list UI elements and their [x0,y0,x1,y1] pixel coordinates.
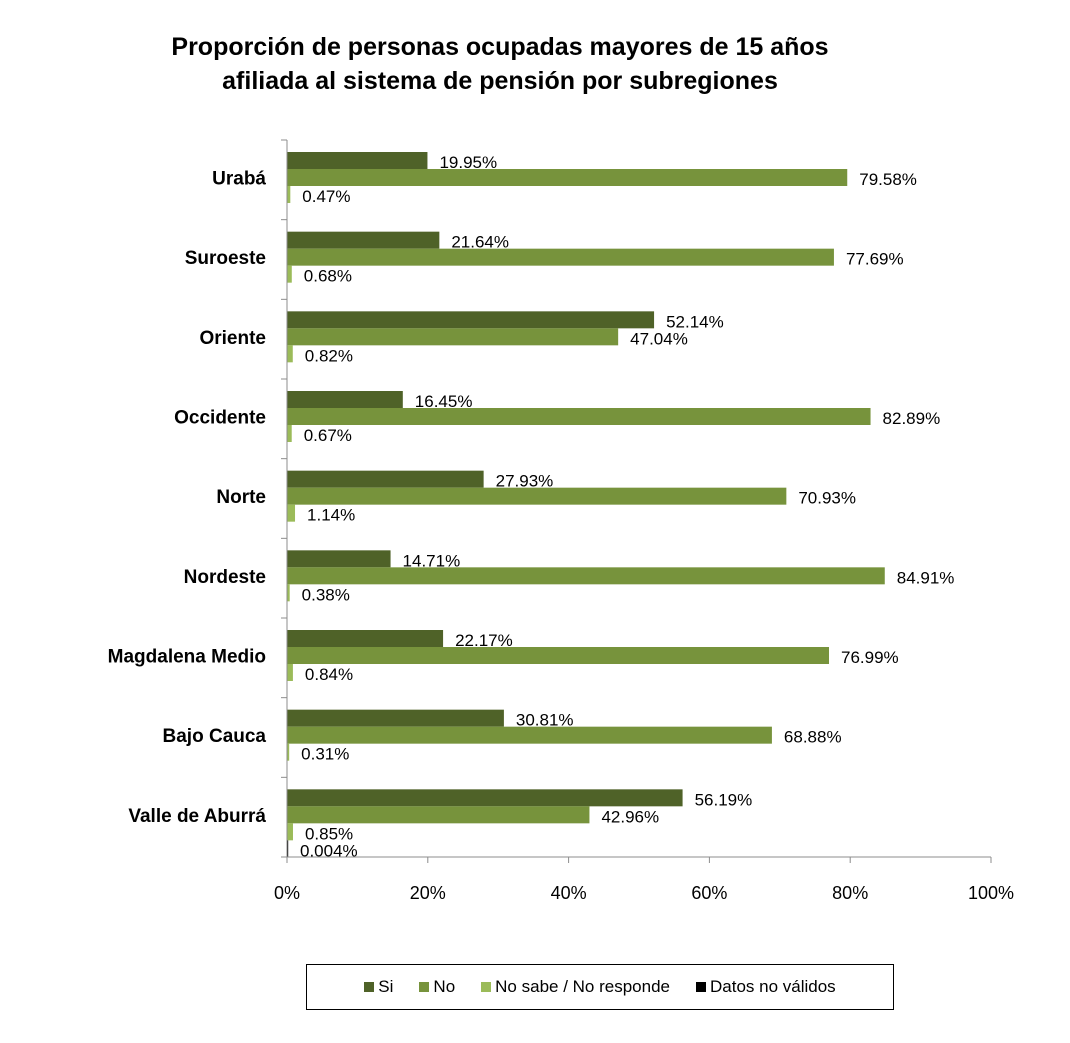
bar-si [287,709,504,727]
x-tick-label: 20% [410,883,446,903]
bar-no-sabe-no-responde [287,265,292,283]
legend-label: Datos no válidos [710,977,836,996]
legend-label: No sabe / No responde [495,977,670,996]
bar-si [287,231,440,249]
data-label: 47.04% [630,329,688,348]
x-tick-label: 100% [968,883,1014,903]
data-label: 77.69% [846,250,904,269]
bar-no [287,647,830,664]
data-label: 68.88% [784,728,842,747]
legend-item: Datos no válidos [696,977,836,997]
x-tick-label: 80% [832,883,868,903]
category-label: Bajo Cauca [163,726,267,747]
legend-item: No sabe / No responde [481,977,670,997]
data-label: 22.17% [455,631,513,650]
bar-no [287,248,834,266]
data-label: 0.31% [301,745,349,764]
bar-no-sabe-no-responde [287,186,291,203]
chart-title-line-1: Proporción de personas ocupadas mayores … [171,33,829,61]
data-label: 82.89% [883,409,941,428]
category-label: Urabá [212,169,266,190]
bar-no-sabe-no-responde [287,743,290,761]
chart-title-line-2: afiliada al sistema de pensión por subre… [222,67,778,95]
bar-datos-no-v-lidos [287,840,289,858]
data-label: 19.95% [439,153,497,172]
data-label: 42.96% [601,807,659,826]
legend-swatch [696,982,706,992]
data-label: 27.93% [496,472,554,491]
bar-si [287,311,655,329]
bar-no [287,806,590,824]
legend-label: Si [378,977,394,996]
bar-no-sabe-no-responde [287,664,293,681]
data-label: 0.47% [302,187,350,206]
x-tick-label: 0% [274,883,300,903]
data-label: 0.38% [302,585,350,604]
x-tick-label: 40% [551,883,587,903]
data-label: 30.81% [516,711,574,730]
chart-title: Proporción de personas ocupadas mayores … [0,30,1000,98]
category-label: Norte [216,487,266,508]
data-label: 1.14% [307,506,355,525]
bar-no [287,567,885,585]
category-label: Occidente [174,408,266,429]
data-label: 16.45% [415,392,473,411]
bar-no-sabe-no-responde [287,425,292,442]
bar-no [287,408,871,425]
bar-si [287,470,484,488]
bar-no [287,169,848,186]
data-label: 14.71% [403,551,461,570]
legend-item: No [419,977,455,997]
data-label: 0.68% [304,267,352,286]
bar-no [287,726,772,744]
data-label: 52.14% [666,312,724,331]
data-label: 0.85% [305,824,353,843]
legend-swatch [481,982,492,992]
bar-si [287,152,428,169]
data-label: 56.19% [695,790,753,809]
data-label: 79.58% [859,170,917,189]
category-label: Nordeste [184,567,266,588]
category-label: Valle de Aburrá [128,806,266,827]
data-label: 0.004% [300,841,358,860]
bar-no [287,328,619,346]
data-label: 84.91% [897,568,955,587]
legend-swatch [419,982,430,992]
category-label: Oriente [199,328,266,349]
bar-no-sabe-no-responde [287,345,293,363]
bar-no-sabe-no-responde [287,584,290,602]
bar-no [287,487,787,505]
bar-si [287,391,403,408]
bar-si [287,630,444,647]
data-label: 0.82% [305,346,353,365]
chart-legend: Si No No sabe / No responde Datos no válido… [306,964,894,1010]
category-label: Magdalena Medio [108,647,266,668]
data-label: 0.84% [305,665,353,684]
legend-swatch [364,982,375,992]
bar-no-sabe-no-responde [287,823,293,841]
data-label: 0.67% [304,426,352,445]
data-label: 70.93% [798,489,856,508]
legend-label: No [433,977,456,996]
legend-item: Si [364,977,393,997]
bar-si [287,550,391,568]
x-tick-label: 60% [691,883,727,903]
bar-si [287,789,683,807]
bar-no-sabe-no-responde [287,504,296,522]
data-label: 21.64% [451,233,509,252]
category-label: Suroeste [185,248,266,269]
bar-chart: Urabá 19.95% 79.58% 0.47% Suroeste 21.64% 77.6… [108,139,1014,903]
data-label: 76.99% [841,648,899,667]
